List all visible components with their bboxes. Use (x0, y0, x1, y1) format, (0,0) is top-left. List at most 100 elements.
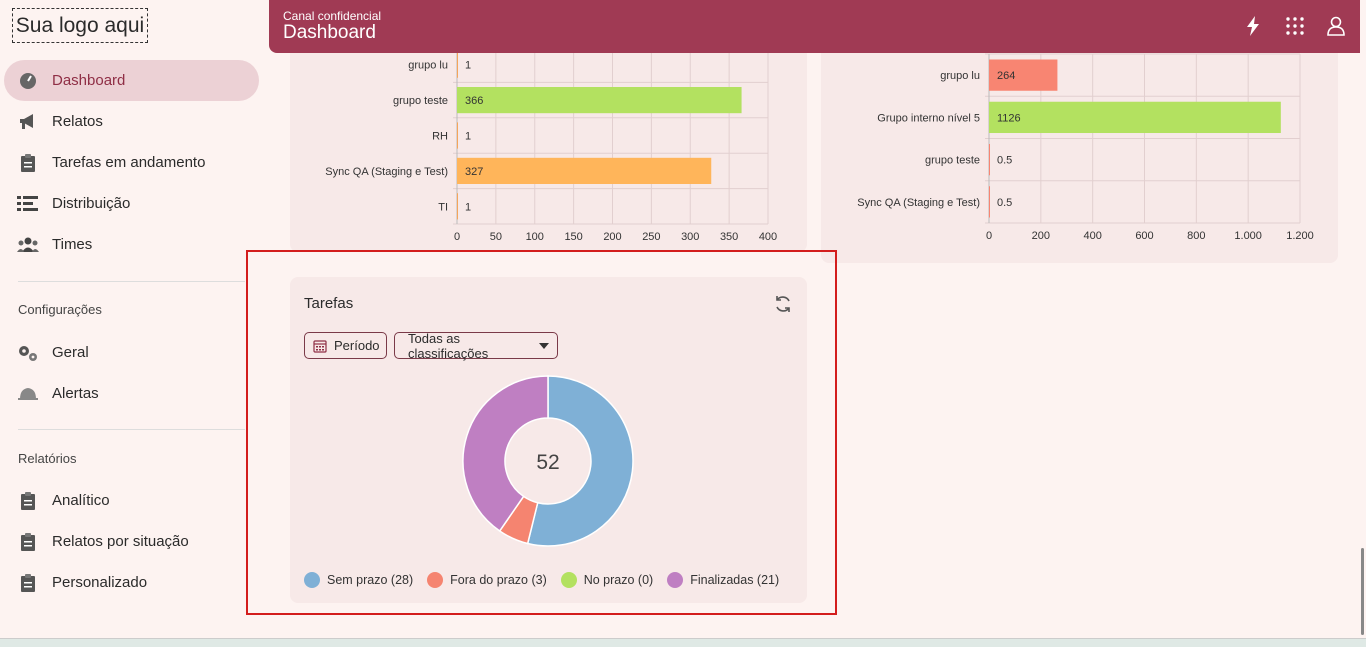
tick-label: 150 (564, 231, 582, 243)
sidebar-item-tarefas[interactable]: Tarefas em andamento (4, 142, 259, 183)
sidebar-item-personalizado[interactable]: Personalizado (4, 562, 259, 603)
header-subtitle: Canal confidencial (283, 9, 382, 23)
tick-label: 1.200 (1286, 230, 1314, 242)
sidebar-item-label: Relatos (52, 113, 103, 130)
bar-chart-card-1: 0 50 100 150 200 250 300 350 400 grupo lu 1 grupo t… (290, 20, 807, 252)
tick-label: 400 (1083, 230, 1101, 242)
clipboard-icon (4, 532, 52, 552)
lightning-icon[interactable] (1241, 14, 1265, 38)
tick-label: 50 (490, 231, 502, 243)
bar (989, 59, 1058, 91)
tick-label: 0 (454, 231, 460, 243)
sidebar-item-dashboard[interactable]: Dashboard (4, 60, 259, 101)
donut-legend: Sem prazo (28) Fora do prazo (3) No praz… (304, 572, 779, 588)
tick-label: 200 (603, 231, 621, 243)
category-label: TI (438, 201, 448, 213)
donut-chart: 52 (462, 375, 634, 547)
legend-item-finalizadas[interactable]: Finalizadas (21) (667, 572, 779, 588)
sidebar-item-label: Relatos por situação (52, 533, 189, 550)
highlight-box (246, 250, 837, 615)
donut-slice (462, 375, 549, 532)
bar (457, 51, 458, 78)
value-label: 0.5 (997, 197, 1012, 209)
tick-label: 400 (759, 231, 777, 243)
user-icon[interactable] (1324, 14, 1348, 38)
bottom-bar (0, 638, 1366, 647)
tick-label: 100 (526, 231, 544, 243)
bar-chart-2: 0 200 400 600 800 1.000 1.200 grupo lu 264 Grupo … (857, 53, 1314, 242)
tick-label: 800 (1187, 230, 1205, 242)
sidebar-item-label: Times (52, 236, 93, 253)
value-label: 1126 (997, 112, 1021, 124)
sidebar-item-geral[interactable]: Geral (4, 332, 259, 373)
bar (989, 143, 990, 176)
value-label: 1 (465, 201, 471, 213)
clipboard-icon (4, 573, 52, 593)
tick-label: 250 (642, 231, 660, 243)
bell-icon (4, 386, 52, 402)
page-title: Dashboard (283, 22, 376, 43)
tarefas-card: Tarefas Período Todas as classificações … (290, 277, 807, 603)
category-label: grupo lu (408, 60, 448, 72)
megaphone-icon (4, 113, 52, 131)
legend-item-fora-do-prazo[interactable]: Fora do prazo (3) (427, 572, 547, 588)
calendar-icon (313, 339, 327, 353)
sidebar-item-alertas[interactable]: Alertas (4, 373, 259, 414)
legend-dot (560, 572, 577, 588)
legend-item-sem-prazo[interactable]: Sem prazo (28) (304, 572, 413, 588)
sidebar-item-times[interactable]: Times (4, 224, 259, 265)
sidebar-item-analitico[interactable]: Analítico (4, 480, 259, 521)
tick-label: 300 (681, 231, 699, 243)
category-label: grupo teste (925, 155, 980, 167)
sidebar-item-label: Tarefas em andamento (52, 154, 206, 171)
tick-label: 200 (1032, 230, 1050, 242)
sidebar-item-distribuicao[interactable]: Distribuição (4, 183, 259, 224)
sidebar-item-label: Distribuição (52, 195, 131, 212)
category-label: Sync QA (Staging e Test) (857, 197, 980, 209)
tick-label: 350 (720, 231, 738, 243)
value-label: 0.5 (997, 155, 1012, 167)
legend-label: No prazo (0) (583, 573, 654, 587)
donut-center-label: 52 (536, 451, 559, 474)
period-button[interactable]: Período (304, 332, 387, 359)
tarefas-title: Tarefas (304, 295, 354, 312)
clipboard-icon (4, 491, 52, 511)
sidebar-item-relatos-situacao[interactable]: Relatos por situação (4, 521, 259, 562)
value-label: 1 (465, 131, 471, 143)
category-label: Grupo interno nível 5 (877, 112, 980, 124)
legend-label: Finalizadas (21) (690, 573, 780, 587)
sidebar: Sua logo aqui Dashboard Relatos Tarefas … (0, 0, 268, 640)
apps-grid-icon[interactable] (1283, 14, 1307, 38)
list-icon (4, 195, 52, 213)
sidebar-item-label: Personalizado (52, 574, 148, 591)
logo: Sua logo aqui (12, 8, 148, 43)
bar-chart-card-2: 0 200 400 600 800 1.000 1.200 grupo lu 264 Grupo … (821, 20, 1338, 263)
category-label: grupo lu (940, 70, 980, 82)
bar (457, 122, 458, 149)
legend-item-no-prazo[interactable]: No prazo (0) (560, 572, 654, 588)
classification-select-label: Todas as classificações (408, 330, 489, 361)
bar (457, 157, 712, 184)
caret-down-icon (539, 342, 549, 349)
scrollbar[interactable] (1361, 548, 1364, 635)
sidebar-item-label: Analítico (52, 492, 110, 509)
refresh-icon[interactable] (773, 294, 793, 314)
section-title-config: Configurações (18, 302, 102, 317)
tick-label: 600 (1135, 230, 1153, 242)
value-label: 264 (997, 70, 1015, 82)
section-title-reports: Relatórios (18, 451, 77, 466)
classification-select[interactable]: Todas as classificações (394, 330, 558, 361)
category-label: Sync QA (Staging e Test) (325, 166, 448, 178)
legend-dot (667, 572, 684, 588)
period-button-label: Período (334, 338, 380, 353)
sidebar-item-label: Geral (52, 344, 89, 361)
donut-slice (526, 375, 634, 547)
bar-chart-1: 0 50 100 150 200 250 300 350 400 grupo lu 1 grupo t… (325, 46, 777, 243)
clipboard-icon (4, 153, 52, 173)
team-icon (4, 237, 52, 253)
sidebar-item-relatos[interactable]: Relatos (4, 101, 259, 142)
bar (989, 101, 1281, 134)
tick-label: 0 (986, 230, 992, 242)
legend-label: Fora do prazo (3) (450, 573, 547, 587)
app-header: Canal confidencial Dashboard (269, 0, 1360, 53)
